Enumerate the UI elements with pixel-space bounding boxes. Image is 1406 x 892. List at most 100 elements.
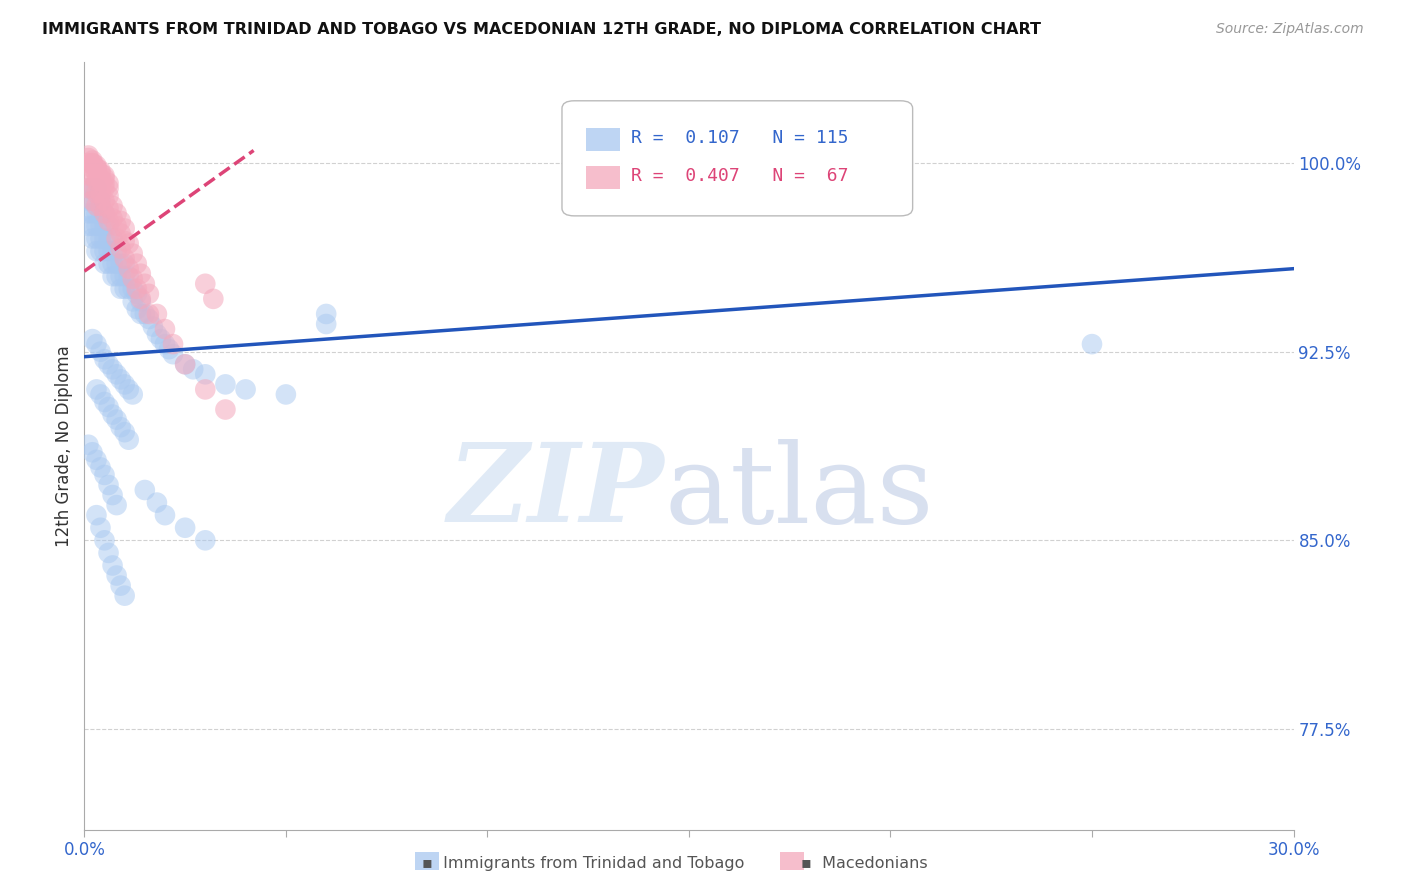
- Point: [97, 257, 120, 271]
- Text: ZIP: ZIP: [449, 438, 665, 546]
- Point: [153, 337, 176, 351]
- Point: [89, 387, 111, 401]
- Point: [82, 181, 104, 195]
- Point: [82, 219, 104, 233]
- Point: [93, 194, 115, 208]
- Point: [86, 159, 108, 173]
- Point: [97, 176, 120, 190]
- Point: [97, 244, 120, 258]
- Point: [125, 282, 148, 296]
- Point: [174, 357, 197, 371]
- Point: [138, 312, 160, 326]
- Bar: [415, 852, 439, 870]
- Point: [114, 425, 136, 439]
- Point: [121, 246, 143, 260]
- Point: [110, 372, 132, 386]
- Point: [89, 171, 111, 186]
- Point: [214, 402, 236, 417]
- Point: [77, 206, 100, 220]
- Point: [93, 244, 115, 258]
- Point: [89, 521, 111, 535]
- Point: [89, 219, 111, 233]
- Point: [162, 337, 184, 351]
- Point: [86, 199, 108, 213]
- Point: [105, 368, 128, 382]
- Point: [214, 377, 236, 392]
- Point: [86, 161, 108, 175]
- Point: [77, 151, 100, 165]
- Point: [105, 412, 128, 426]
- Point: [101, 257, 124, 271]
- Point: [315, 317, 337, 331]
- Point: [93, 352, 115, 367]
- Point: [97, 202, 120, 216]
- Point: [89, 166, 111, 180]
- Point: [86, 453, 108, 467]
- Point: [181, 362, 204, 376]
- Point: [97, 181, 120, 195]
- Point: [194, 383, 217, 397]
- Point: [82, 445, 104, 459]
- Point: [101, 231, 124, 245]
- Point: [82, 194, 104, 208]
- Point: [121, 282, 143, 296]
- Point: [86, 166, 108, 180]
- Point: [153, 508, 176, 523]
- Point: [194, 533, 217, 548]
- Point: [114, 269, 136, 284]
- Point: [97, 188, 120, 202]
- Point: [93, 395, 115, 409]
- Point: [97, 231, 120, 245]
- Point: [82, 156, 104, 170]
- Point: [97, 546, 120, 560]
- Point: [105, 219, 128, 233]
- Point: [138, 307, 160, 321]
- Point: [129, 267, 152, 281]
- Point: [114, 377, 136, 392]
- Bar: [586, 128, 620, 151]
- Point: [89, 194, 111, 208]
- Point: [82, 169, 104, 183]
- Point: [86, 186, 108, 201]
- Point: [146, 495, 169, 509]
- Point: [77, 219, 100, 233]
- Point: [89, 244, 111, 258]
- Point: [93, 467, 115, 482]
- Point: [86, 231, 108, 245]
- Point: [77, 181, 100, 195]
- Point: [202, 292, 225, 306]
- Point: [118, 269, 141, 284]
- Point: [86, 194, 108, 208]
- Point: [157, 342, 180, 356]
- Point: [82, 206, 104, 220]
- Point: [146, 307, 169, 321]
- Point: [194, 277, 217, 291]
- Point: [86, 206, 108, 220]
- Point: [118, 236, 141, 251]
- Point: [110, 257, 132, 271]
- Point: [82, 153, 104, 168]
- Point: [89, 460, 111, 475]
- Point: [118, 383, 141, 397]
- Point: [129, 294, 152, 309]
- Point: [174, 357, 197, 371]
- Point: [93, 257, 115, 271]
- Point: [125, 301, 148, 316]
- Point: [114, 221, 136, 235]
- Point: [101, 211, 124, 226]
- Point: [105, 498, 128, 512]
- Text: R =  0.407   N =  67: R = 0.407 N = 67: [631, 167, 848, 185]
- Point: [110, 214, 132, 228]
- Point: [121, 387, 143, 401]
- Point: [86, 383, 108, 397]
- Bar: [586, 166, 620, 189]
- Point: [93, 206, 115, 220]
- Point: [118, 261, 141, 276]
- Point: [101, 362, 124, 376]
- Point: [315, 307, 337, 321]
- Point: [1081, 337, 1104, 351]
- Point: [121, 294, 143, 309]
- Text: ▪  Immigrants from Trinidad and Tobago: ▪ Immigrants from Trinidad and Tobago: [422, 856, 744, 871]
- Point: [93, 169, 115, 183]
- Point: [162, 347, 184, 361]
